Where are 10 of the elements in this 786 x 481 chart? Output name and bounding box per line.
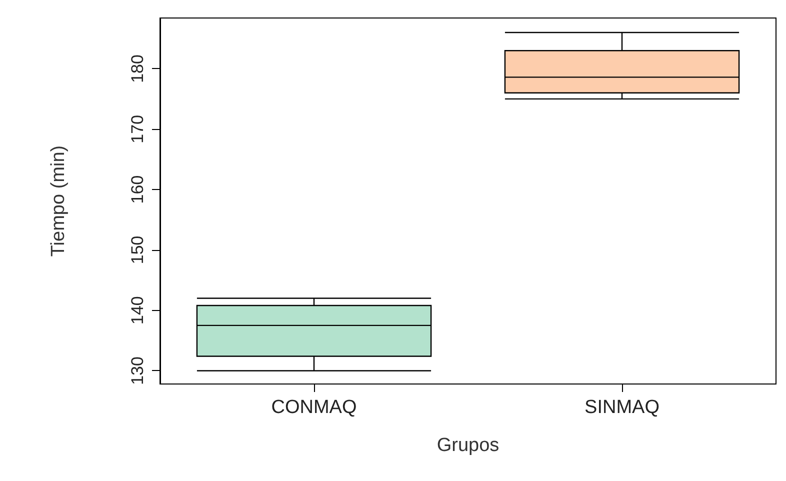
y-tick-label: 180	[128, 54, 147, 83]
y-axis-title: Tiempo (min)	[48, 145, 69, 257]
y-tick-label: 150	[128, 236, 147, 264]
x-tick-label: CONMAQ	[271, 397, 357, 418]
x-tick-label: SINMAQ	[584, 397, 660, 418]
y-tick-label: 130	[128, 356, 147, 385]
y-tick-label: 170	[128, 114, 147, 144]
x-axis-title: Grupos	[436, 435, 500, 456]
y-tick-label: 140	[128, 296, 147, 325]
y-tick-label: 160	[128, 175, 147, 204]
